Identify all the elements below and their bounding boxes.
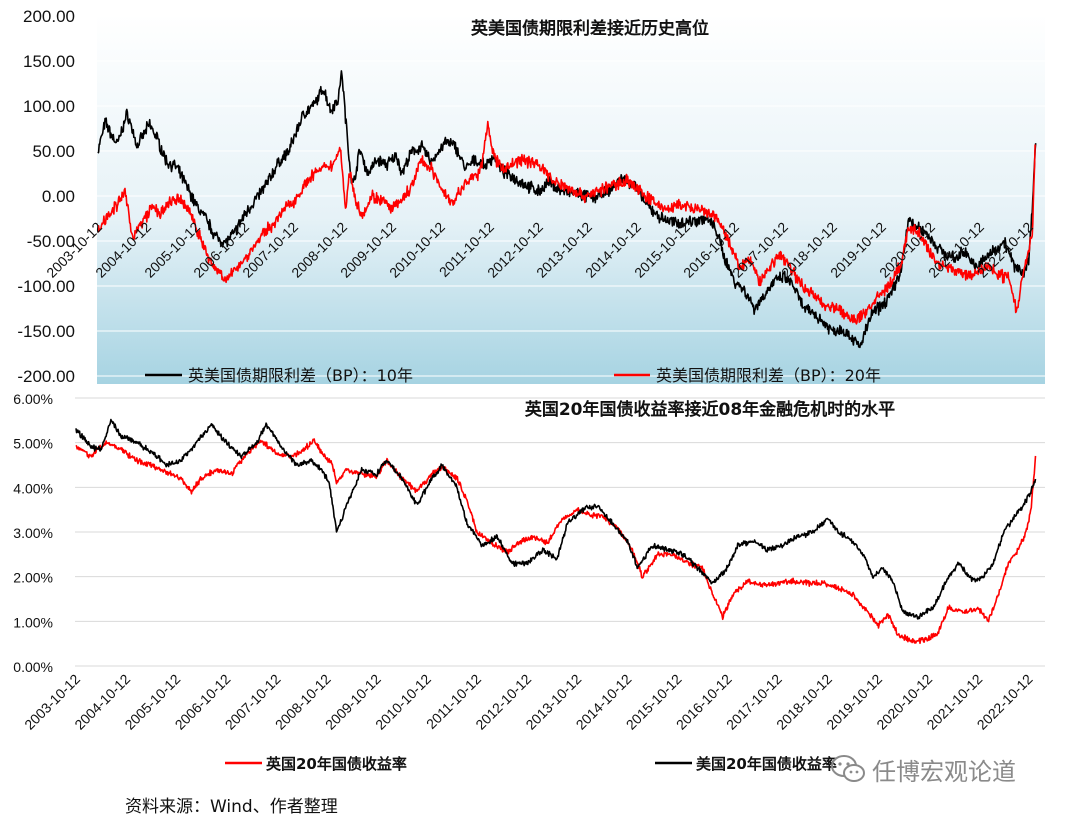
y-tick-label: 3.00% <box>13 525 53 541</box>
yield-chart-legend: 英国20年国债收益率 美国20年国债收益率 <box>225 755 837 773</box>
spread-chart: 英美国债期限利差接近历史高位 200.00 150.00 100.00 50.00 0.… <box>17 7 1045 386</box>
legend-label-20y: 英美国债期限利差（BP）：20年 <box>656 366 881 385</box>
y-tick-label: -100.00 <box>17 277 75 296</box>
y-tick-label: -50.00 <box>27 232 75 251</box>
y-tick-label: 200.00 <box>23 7 75 26</box>
spread-chart-y-axis: 200.00 150.00 100.00 50.00 0.00 -50.00 -100.00… <box>17 7 75 386</box>
yield-chart-gridlines <box>75 397 1045 667</box>
y-tick-label: 1.00% <box>13 614 53 630</box>
yield-chart-title: 英国20年国债收益率接近08年金融危机时的水平 <box>525 399 895 420</box>
wechat-icon <box>831 755 865 782</box>
y-tick-label: 0.00% <box>13 659 53 675</box>
y-tick-label: 5.00% <box>13 436 53 452</box>
yield-chart: 英国20年国债收益率接近08年金融危机时的水平 6.00% 5.00% 4.00% 3… <box>13 391 1045 773</box>
y-tick-label: 6.00% <box>13 391 53 407</box>
watermark: 任博宏观论道 <box>830 752 1016 786</box>
spread-chart-title: 英美国债期限利差接近历史高位 <box>471 18 709 39</box>
y-tick-label: -150.00 <box>17 322 75 341</box>
spread-chart-legend: 英美国债期限利差（BP）：10年 英美国债期限利差（BP）：20年 <box>145 366 881 385</box>
spread-chart-plot-area <box>97 14 1045 384</box>
y-tick-label: -200.00 <box>17 367 75 386</box>
y-tick-label: 50.00 <box>32 142 75 161</box>
series-line-20y-spread <box>97 120 1036 325</box>
legend-label-uk20y: 英国20年国债收益率 <box>266 755 407 773</box>
y-tick-label: 4.00% <box>13 480 53 496</box>
watermark-text: 任博宏观论道 <box>872 757 1016 786</box>
legend-label-us20y: 美国20年国债收益率 <box>696 755 837 773</box>
series-line-us-20y-yield <box>75 418 1037 620</box>
yield-chart-x-axis: 2003-10-122004-10-122005-10-122006-10-12… <box>21 671 1036 733</box>
legend-label-10y: 英美国债期限利差（BP）：10年 <box>188 366 413 385</box>
y-tick-label: 150.00 <box>23 52 75 71</box>
series-line-uk-20y-yield <box>75 438 1037 645</box>
y-tick-label: 100.00 <box>23 97 75 116</box>
spread-chart-series <box>97 70 1037 349</box>
yield-chart-series <box>75 418 1037 645</box>
y-tick-label: 2.00% <box>13 570 53 586</box>
source-note: 资料来源：Wind、作者整理 <box>125 797 338 817</box>
series-line-10y-spread <box>97 70 1037 349</box>
y-tick-label: 0.00 <box>42 187 75 206</box>
yield-chart-y-axis: 6.00% 5.00% 4.00% 3.00% 2.00% 1.00% 0.00% <box>13 391 53 675</box>
